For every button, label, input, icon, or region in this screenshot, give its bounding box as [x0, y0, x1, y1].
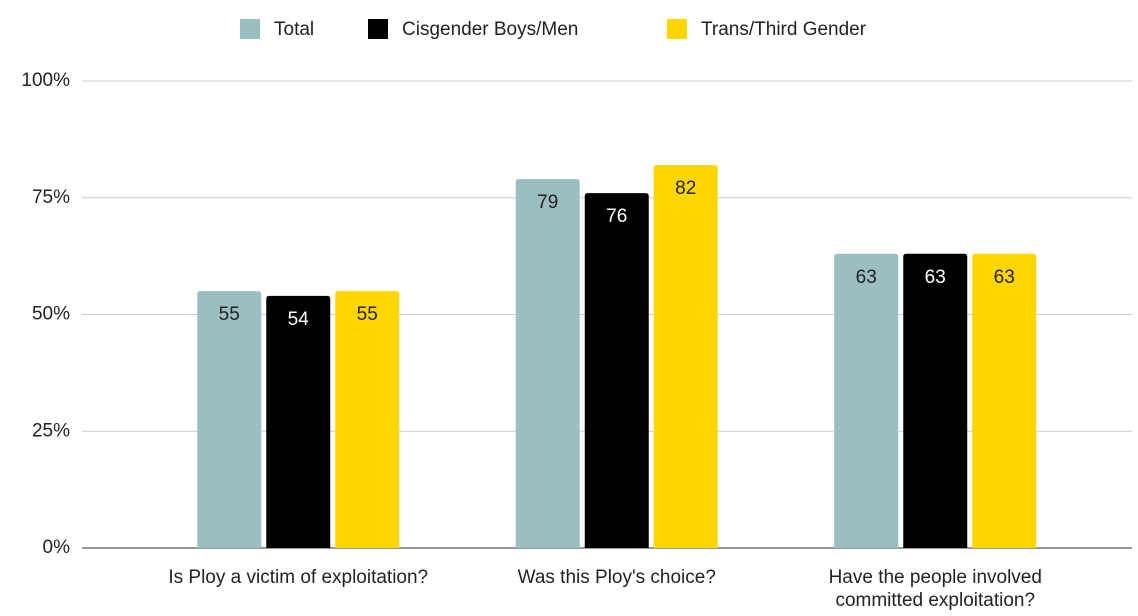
- legend-swatch: [368, 19, 388, 39]
- y-tick-label: 75%: [32, 187, 70, 208]
- x-tick-label: Was this Ploy's choice?: [517, 567, 716, 588]
- x-tick-label: Is Ploy a victim of exploitation?: [168, 567, 429, 588]
- y-tick-label: 100%: [21, 70, 70, 91]
- legend-label: Trans/Third Gender: [701, 19, 867, 40]
- data-label: 82: [675, 178, 696, 199]
- data-label: 79: [537, 192, 558, 213]
- x-tick-label: Have the people involved committed explo…: [828, 567, 1042, 611]
- data-label: 63: [994, 267, 1015, 288]
- legend-swatch: [667, 19, 687, 39]
- bar: [335, 291, 400, 548]
- bar: [972, 253, 1037, 549]
- y-tick-label: 25%: [32, 420, 70, 441]
- data-label: 63: [925, 267, 946, 288]
- bar: [266, 295, 331, 548]
- y-tick-label: 50%: [32, 304, 70, 325]
- legend-swatch: [240, 19, 260, 39]
- data-label: 54: [288, 309, 310, 330]
- bar: [903, 253, 968, 549]
- legend-label: Total: [274, 19, 314, 40]
- bar: [515, 179, 580, 548]
- bar: [197, 291, 262, 548]
- y-tick-label: 0%: [43, 537, 71, 558]
- data-label: 55: [219, 304, 240, 325]
- data-label: 63: [856, 267, 877, 288]
- data-label: 76: [606, 206, 627, 227]
- bar: [653, 165, 718, 548]
- data-label: 55: [357, 304, 378, 325]
- bar: [834, 253, 899, 549]
- bar: [584, 193, 649, 548]
- legend-label: Cisgender Boys/Men: [402, 19, 578, 40]
